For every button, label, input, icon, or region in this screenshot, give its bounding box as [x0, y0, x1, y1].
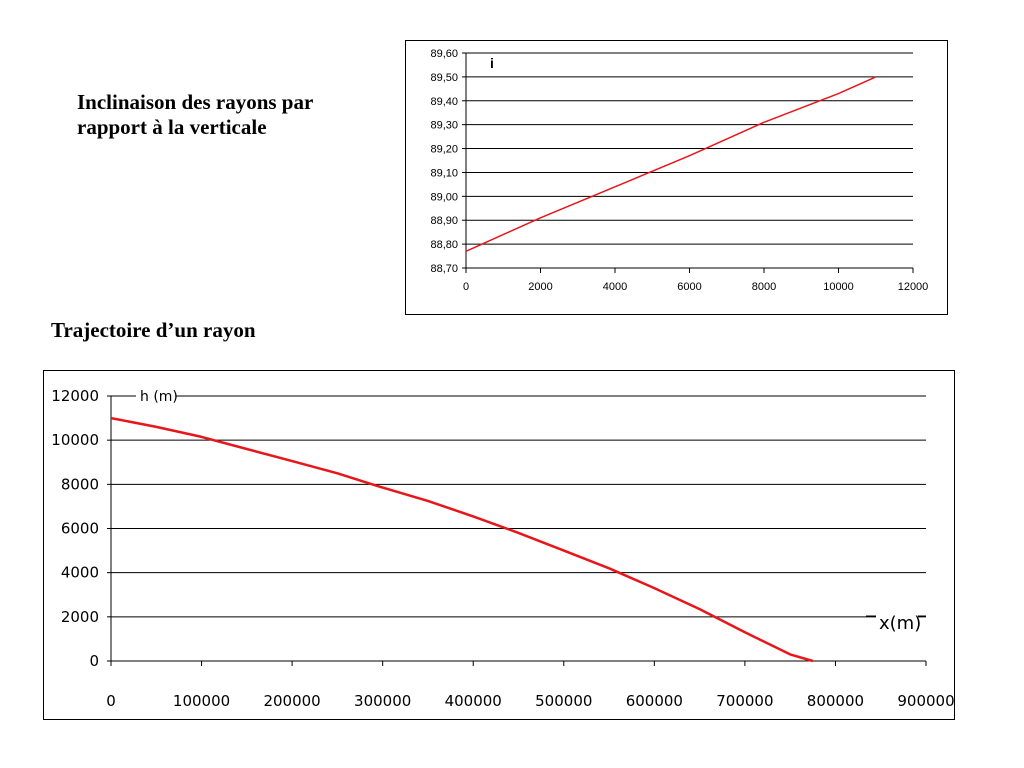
trajectoire-heading: Trajectoire d’un rayon: [51, 318, 256, 342]
trajectory-chart: [43, 370, 955, 720]
inclination-chart: [405, 40, 948, 315]
inclinaison-heading: Inclinaison des rayons par rapport à la …: [77, 90, 313, 139]
